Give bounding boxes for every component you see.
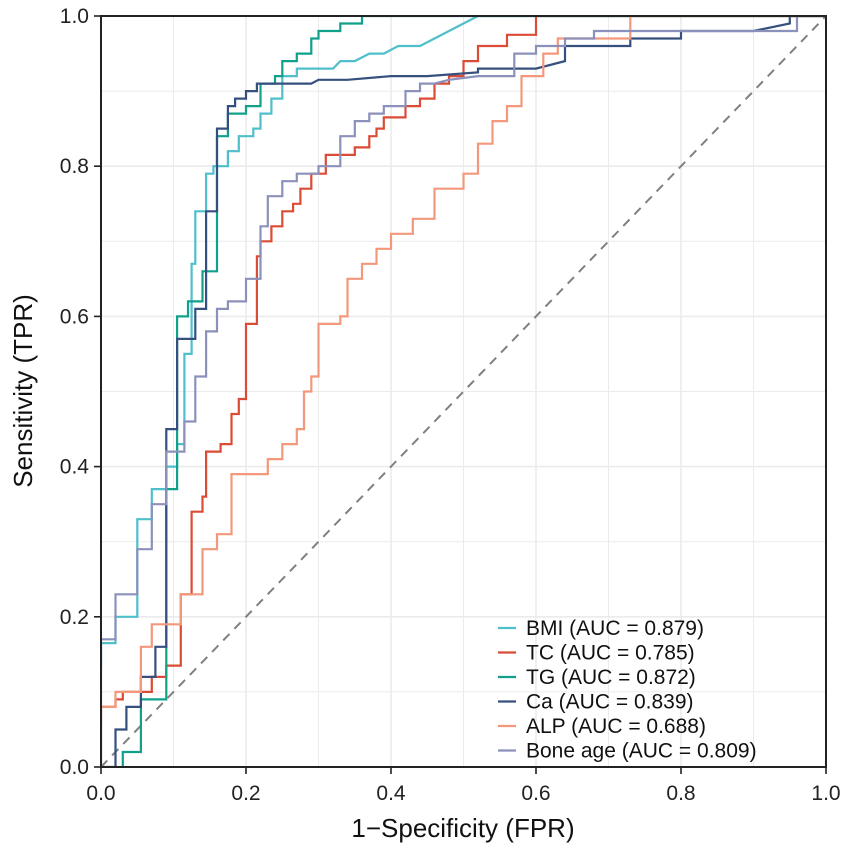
roc-chart: 0.0 0.2 0.4 0.6 0.8 1.0 0.0 0.2 0.4 0.6 0.8 1.0 1−S… (0, 0, 850, 850)
y-tick-label: 0.2 (60, 606, 89, 629)
y-axis-title: Sensitivity (TPR) (8, 294, 38, 488)
y-tick-label: 0.4 (60, 456, 90, 479)
x-tick-label: 0.0 (86, 782, 115, 805)
y-tick-label: 0.8 (60, 155, 89, 178)
y-tick-label: 0.6 (60, 305, 89, 328)
legend-label: TG (AUC = 0.872) (526, 666, 696, 689)
x-tick-label: 1.0 (811, 782, 840, 805)
x-tick-label: 0.8 (666, 782, 695, 805)
x-tick-label: 0.6 (521, 782, 550, 805)
x-tick-label: 0.2 (231, 782, 260, 805)
legend-label: ALP (AUC = 0.688) (526, 715, 706, 738)
legend-label: Ca (AUC = 0.839) (526, 691, 694, 714)
legend-label: TC (AUC = 0.785) (526, 642, 695, 665)
x-tick-label: 0.4 (376, 782, 406, 805)
y-tick-label: 1.0 (60, 5, 89, 28)
y-tick-label: 0.0 (60, 756, 89, 779)
legend-label: Bone age (AUC = 0.809) (526, 740, 757, 763)
legend-label: BMI (AUC = 0.879) (526, 617, 704, 640)
x-axis-title: 1−Specificity (FPR) (351, 813, 574, 843)
